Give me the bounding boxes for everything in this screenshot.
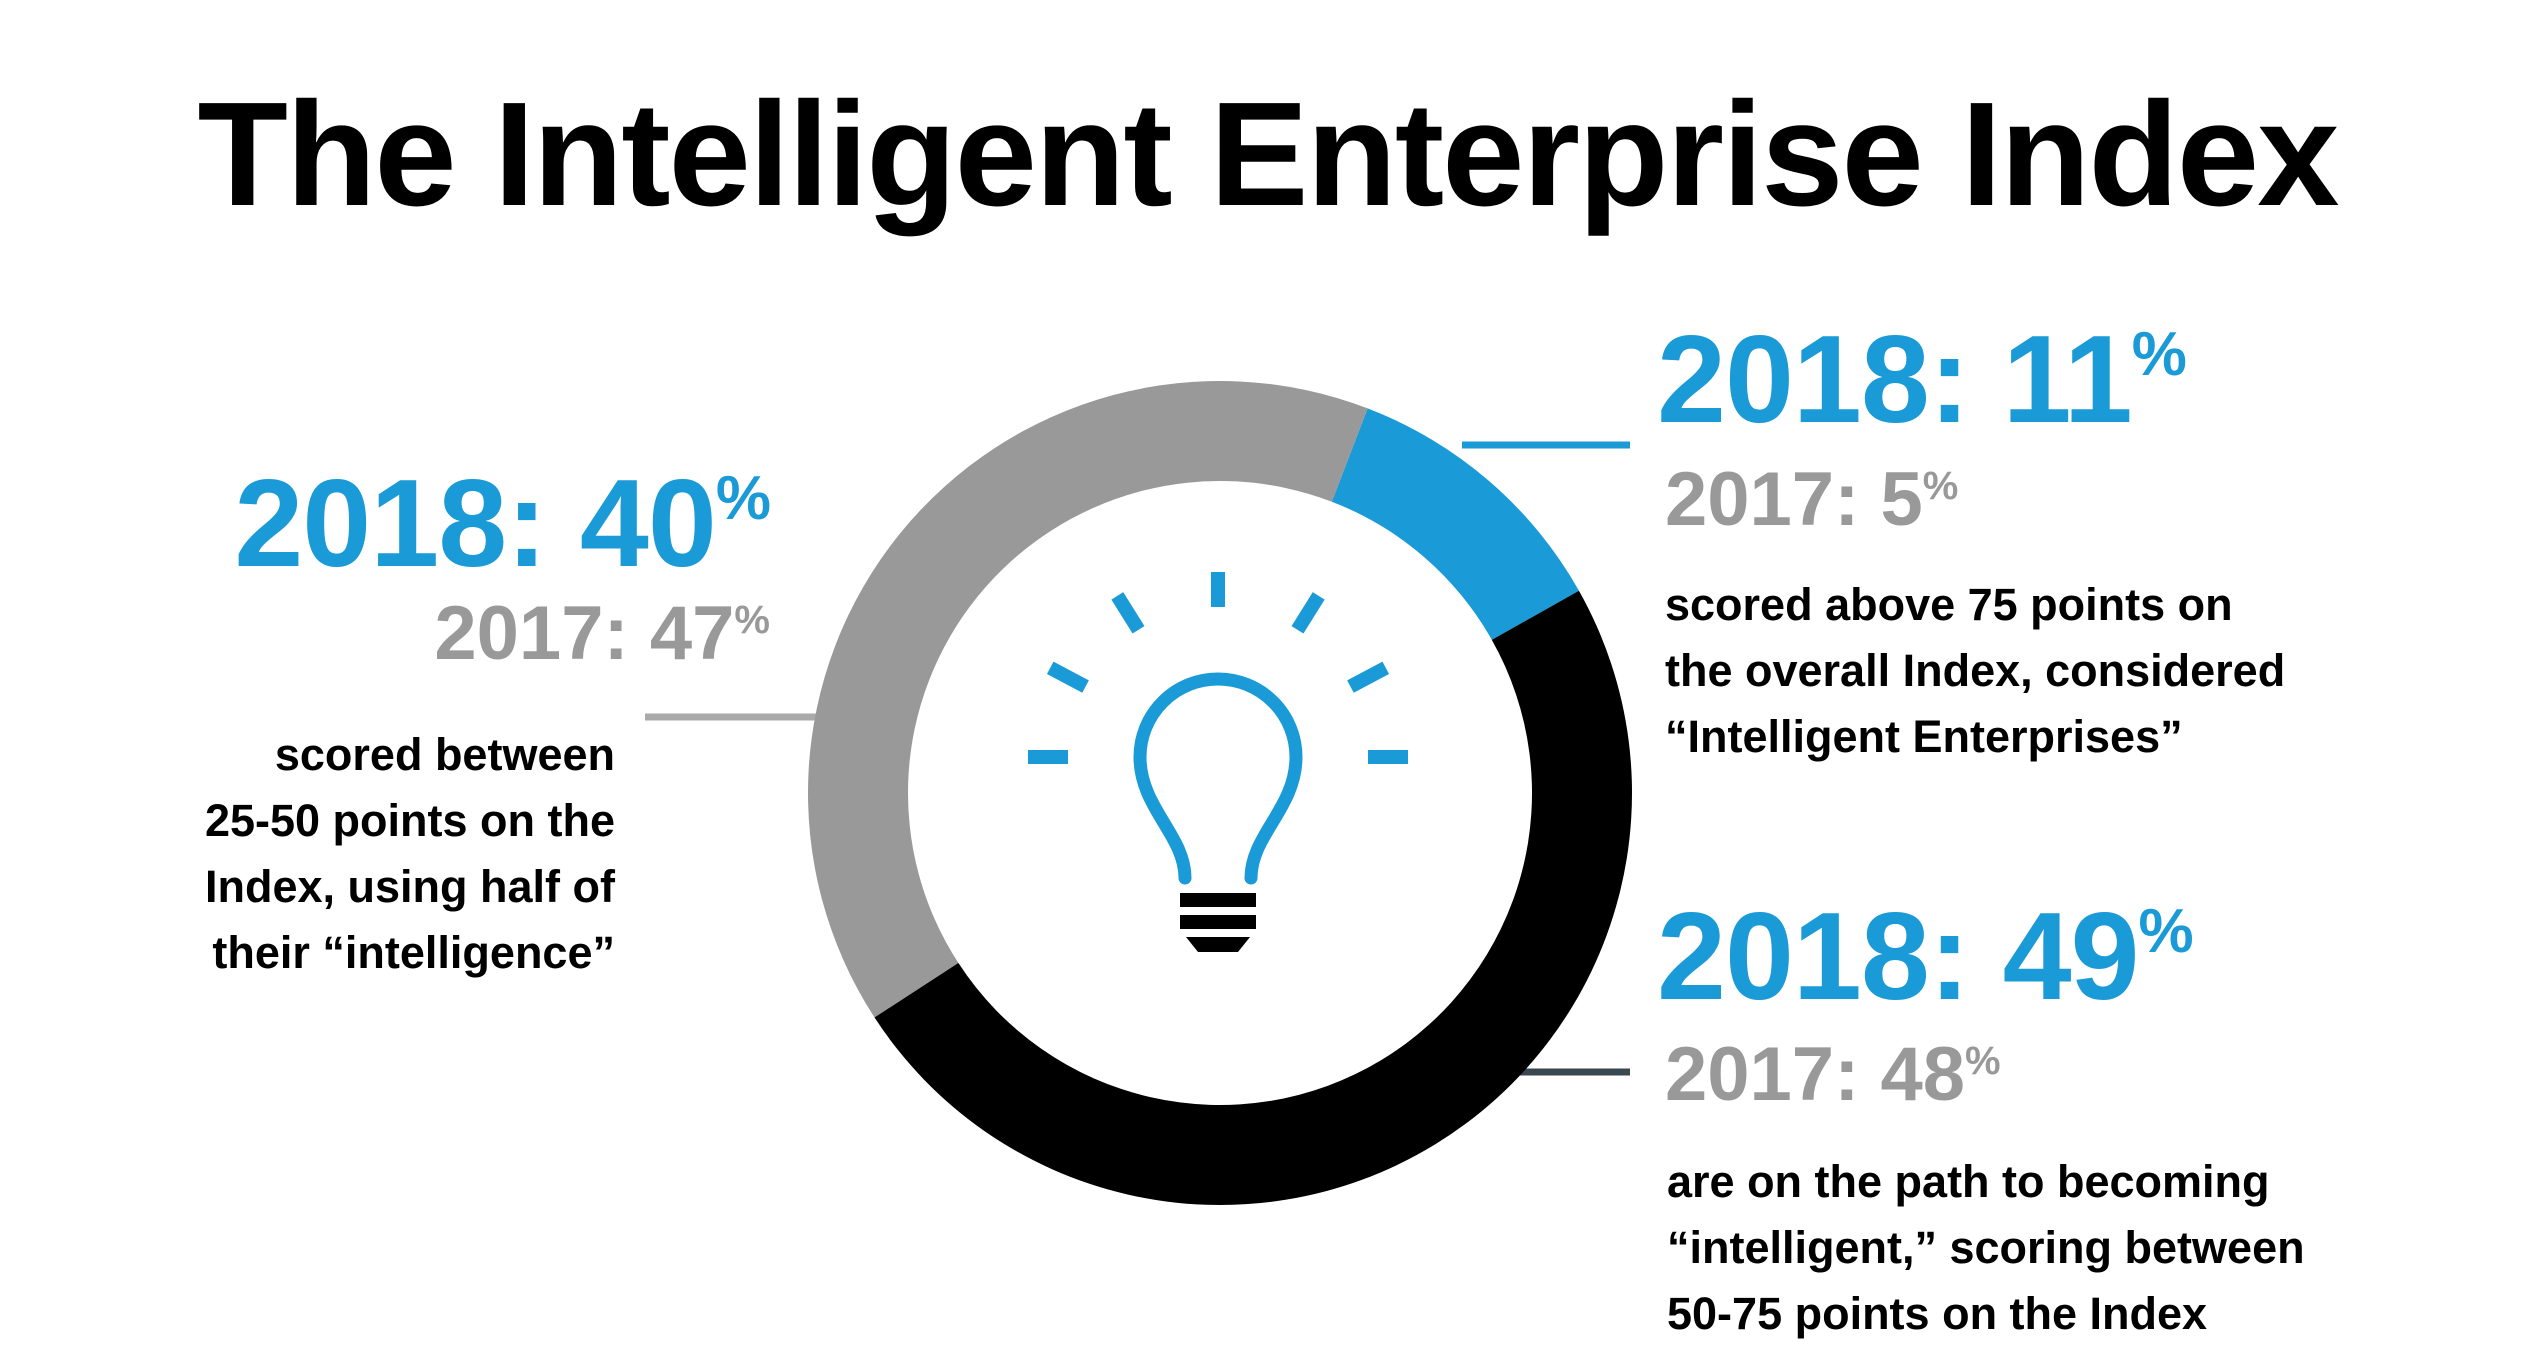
page-title: The Intelligent Enterprise Index (197, 72, 2340, 237)
percent-symbol: % (734, 598, 770, 642)
stat-2017-between50-75: 2017: 48% (1657, 1037, 2517, 1113)
percent-symbol: % (715, 464, 771, 533)
description-line: 50-75 points on the Index (1667, 1288, 2208, 1339)
value-2017-above75: 2017: 5 (1665, 457, 1923, 542)
description-line: scored between (274, 729, 615, 780)
stat-above75: 2018: 11% 2017: 5% scored above 75 point… (1657, 318, 2517, 770)
bulb-glass (1133, 672, 1303, 885)
value-2017-between50-75: 2017: 48 (1665, 1032, 1966, 1117)
description-line: 25-50 points on the (204, 795, 615, 846)
bulb-base-tip (1186, 937, 1250, 952)
stat-2018-between50-75: 2018: 49% (1657, 895, 2517, 1019)
description-between25-50: scored between 25-50 points on the Index… (130, 722, 615, 986)
description-line: scored above 75 points on (1665, 579, 2233, 630)
lightbulb-icon (1028, 572, 1408, 952)
description-above75: scored above 75 points on the overall In… (1657, 572, 2517, 770)
description-between50-75: are on the path to becoming “intelligent… (1657, 1149, 2517, 1347)
donut-slice-between50_75 (874, 590, 1632, 1205)
stat-between50-75: 2018: 49% 2017: 48% are on the path to b… (1657, 895, 2517, 1347)
value-2017-between25-50: 2017: 47 (434, 591, 735, 676)
bulb-ray-4 (1046, 661, 1089, 693)
description-line: are on the path to becoming (1667, 1156, 2270, 1207)
stat-2017-above75: 2017: 5% (1657, 462, 2517, 538)
description-line: the overall Index, considered (1665, 645, 2286, 696)
value-2018-between25-50: 2018: 40 (234, 455, 717, 593)
percent-symbol: % (2131, 320, 2187, 389)
stat-2018-above75: 2018: 11% (1657, 318, 2517, 442)
value-2018-between50-75: 2018: 49 (1657, 888, 2140, 1026)
description-line: Index, using half of (204, 861, 615, 912)
bulb-ray-1 (1291, 592, 1325, 634)
donut-slice-above75 (1331, 408, 1579, 640)
bulb-base-bar (1180, 915, 1256, 929)
stat-between25-50: 2018: 40% 2017: 47% scored between 25-50… (130, 462, 771, 986)
bulb-ray-3 (1347, 661, 1390, 693)
stat-2018-between25-50: 2018: 40% (130, 462, 771, 586)
stat-2017-between25-50: 2017: 47% (130, 596, 770, 672)
donut-slice-between25_50 (807, 380, 1368, 1018)
value-2018-above75: 2018: 11 (1657, 311, 2133, 449)
description-line: “Intelligent Enterprises” (1665, 711, 2183, 762)
percent-symbol: % (1922, 464, 1959, 508)
bulb-base-bar (1180, 893, 1256, 907)
bulb-ray-2 (1111, 592, 1145, 634)
percent-symbol: % (1965, 1039, 2001, 1083)
description-line: their “intelligence” (212, 927, 615, 978)
percent-symbol: % (2138, 897, 2194, 966)
description-line: “intelligent,” scoring between (1667, 1222, 2305, 1273)
